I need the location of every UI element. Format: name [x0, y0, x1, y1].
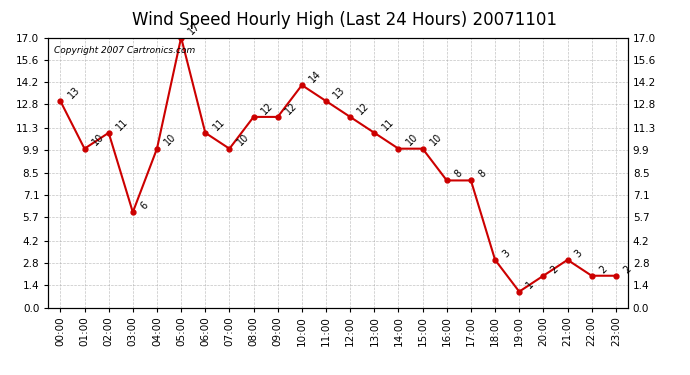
Text: 10: 10: [163, 132, 178, 148]
Text: 8: 8: [477, 168, 488, 180]
Text: 6: 6: [139, 200, 150, 211]
Text: 3: 3: [573, 248, 584, 259]
Text: 12: 12: [284, 100, 299, 116]
Text: 11: 11: [115, 116, 130, 132]
Text: 2: 2: [549, 264, 560, 275]
Text: 10: 10: [428, 132, 444, 148]
Text: 2: 2: [598, 264, 609, 275]
Text: 10: 10: [235, 132, 250, 148]
Text: 17: 17: [187, 21, 202, 37]
Text: 11: 11: [211, 116, 226, 132]
Text: 12: 12: [259, 100, 275, 116]
Text: 2: 2: [622, 264, 633, 275]
Text: 12: 12: [356, 100, 371, 116]
Text: Copyright 2007 Cartronics.com: Copyright 2007 Cartronics.com: [54, 46, 195, 55]
Text: 10: 10: [404, 132, 420, 148]
Text: 8: 8: [453, 168, 464, 180]
Text: 11: 11: [380, 116, 395, 132]
Text: 1: 1: [525, 279, 536, 291]
Text: 13: 13: [332, 84, 347, 100]
Text: 3: 3: [501, 248, 512, 259]
Text: 13: 13: [66, 84, 81, 100]
Text: Wind Speed Hourly High (Last 24 Hours) 20071101: Wind Speed Hourly High (Last 24 Hours) 2…: [132, 11, 558, 29]
Text: 10: 10: [90, 132, 106, 148]
Text: 14: 14: [308, 69, 323, 84]
